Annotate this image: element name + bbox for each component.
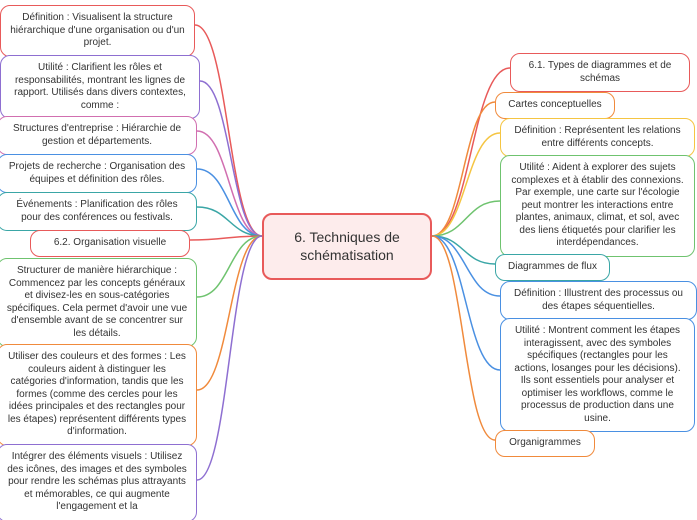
edge bbox=[190, 236, 262, 240]
mindmap-stage: 6. Techniques de schématisation 6.1. Type… bbox=[0, 0, 697, 520]
l3-label: Structures d'entreprise : Hiérarchie de … bbox=[13, 123, 181, 147]
r6-label: Définition : Illustrent des processus ou… bbox=[514, 288, 683, 312]
node-l2: Utilité : Clarifient les rôles et respon… bbox=[0, 55, 200, 119]
edge bbox=[197, 131, 262, 236]
node-l9: Intégrer des éléments visuels : Utilisez… bbox=[0, 444, 197, 520]
edge bbox=[197, 236, 262, 390]
edge bbox=[432, 236, 495, 440]
edge bbox=[432, 236, 500, 370]
l7-label: Structurer de manière hiérarchique : Com… bbox=[7, 265, 187, 339]
center-node: 6. Techniques de schématisation bbox=[262, 213, 432, 280]
node-r7: Utilité : Montrent comment les étapes in… bbox=[500, 318, 695, 432]
node-r1: 6.1. Types de diagrammes et de schémas bbox=[510, 53, 690, 92]
l4-label: Projets de recherche : Organisation des … bbox=[9, 161, 185, 185]
node-l1: Définition : Visualisent la structure hi… bbox=[0, 5, 195, 57]
edge bbox=[200, 81, 262, 236]
l5-label: Événements : Planification des rôles pou… bbox=[16, 199, 177, 223]
edge bbox=[432, 236, 500, 296]
edge bbox=[197, 207, 262, 236]
node-l8: Utiliser des couleurs et des formes : Le… bbox=[0, 344, 197, 446]
node-r6: Définition : Illustrent des processus ou… bbox=[500, 281, 697, 320]
node-r8: Organigrammes bbox=[495, 430, 595, 457]
edge bbox=[197, 236, 262, 297]
node-l4: Projets de recherche : Organisation des … bbox=[0, 154, 197, 193]
r3-label: Définition : Représentent les relations … bbox=[514, 125, 680, 149]
center-label: 6. Techniques de schématisation bbox=[294, 229, 400, 263]
edge bbox=[197, 236, 262, 480]
r1-label: 6.1. Types de diagrammes et de schémas bbox=[529, 60, 672, 84]
node-r2: Cartes conceptuelles bbox=[495, 92, 615, 119]
node-r3: Définition : Représentent les relations … bbox=[500, 118, 695, 157]
l2-label: Utilité : Clarifient les rôles et respon… bbox=[14, 62, 186, 111]
edge bbox=[432, 102, 495, 236]
edge bbox=[432, 133, 500, 236]
l9-label: Intégrer des éléments visuels : Utilisez… bbox=[7, 451, 187, 512]
r4-label: Utilité : Aident à explorer des sujets c… bbox=[511, 162, 683, 248]
edge bbox=[432, 236, 495, 264]
node-l5: Événements : Planification des rôles pou… bbox=[0, 192, 197, 231]
edge bbox=[195, 25, 262, 236]
r2-label: Cartes conceptuelles bbox=[508, 99, 601, 110]
node-r4: Utilité : Aident à explorer des sujets c… bbox=[500, 155, 695, 257]
r5-label: Diagrammes de flux bbox=[508, 261, 597, 272]
node-l3: Structures d'entreprise : Hiérarchie de … bbox=[0, 116, 197, 155]
l6-label: 6.2. Organisation visuelle bbox=[54, 237, 166, 248]
node-l7: Structurer de manière hiérarchique : Com… bbox=[0, 258, 197, 347]
r7-label: Utilité : Montrent comment les étapes in… bbox=[514, 325, 680, 424]
edge bbox=[432, 201, 500, 236]
edge bbox=[197, 169, 262, 236]
r8-label: Organigrammes bbox=[509, 437, 581, 448]
l8-label: Utiliser des couleurs et des formes : Le… bbox=[8, 351, 186, 437]
l1-label: Définition : Visualisent la structure hi… bbox=[10, 12, 185, 48]
node-l6: 6.2. Organisation visuelle bbox=[30, 230, 190, 257]
node-r5: Diagrammes de flux bbox=[495, 254, 610, 281]
